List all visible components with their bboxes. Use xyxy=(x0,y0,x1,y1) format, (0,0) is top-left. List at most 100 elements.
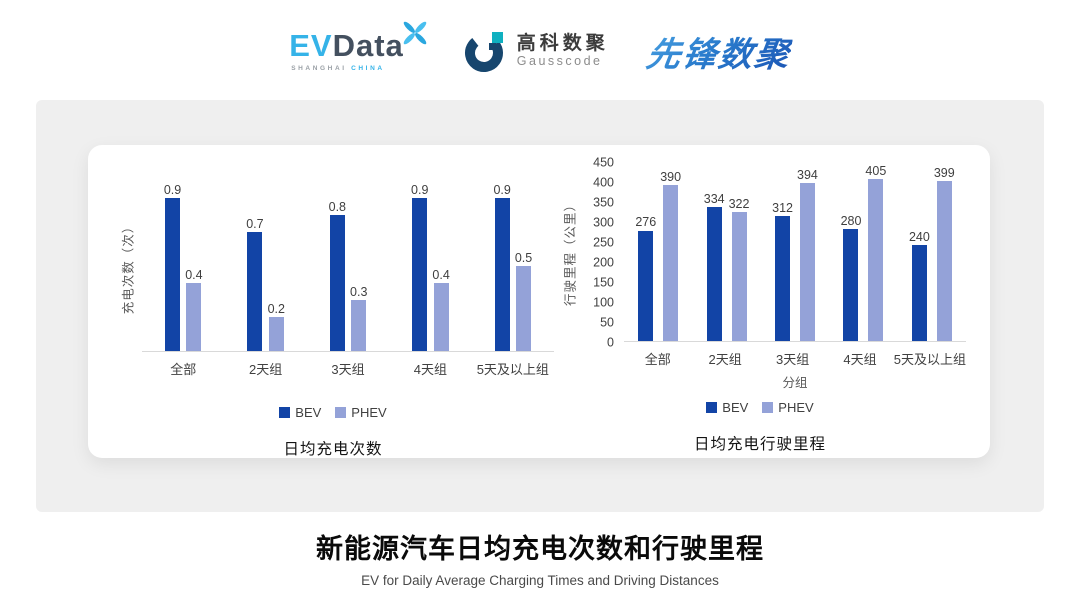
x-tick-label: 4天组 xyxy=(843,352,877,367)
y-tick-label: 50 xyxy=(600,314,614,329)
plot-area: 0.9 0.4 0.7 0.2 0.8 0.3 0.9 0.4 0.9 0.5 xyxy=(142,182,554,352)
bar-column: 0.4 xyxy=(432,267,450,351)
x-tick-label: 5天及以上组 xyxy=(893,352,966,367)
x-tick-label: 3天组 xyxy=(775,352,810,367)
bar xyxy=(731,212,747,341)
data-label: 0.9 xyxy=(493,182,511,197)
bar xyxy=(268,317,284,351)
x-tick-label: 2天组 xyxy=(248,362,283,377)
bar xyxy=(494,198,510,351)
data-label: 390 xyxy=(660,169,682,184)
bar xyxy=(638,230,654,341)
y-axis: 充电次数（次） xyxy=(112,182,142,352)
x-tick-label: 2天组 xyxy=(708,352,742,367)
bar xyxy=(799,183,815,341)
bar xyxy=(516,266,532,351)
chart-body: 行驶里程（公里） 0 50 100 150 200 250 300 350 400 450 276 39… xyxy=(554,156,966,348)
bar-group: 240 399 xyxy=(898,162,966,341)
data-label: 0.2 xyxy=(267,301,285,316)
data-label: 280 xyxy=(840,213,862,228)
data-label: 0.4 xyxy=(185,267,203,282)
bar-column: 0.8 xyxy=(329,200,346,351)
y-tick-label: 250 xyxy=(593,234,614,249)
evdata-shanghai-text: SHANGHAI xyxy=(291,65,347,72)
bar-column: 0.7 xyxy=(246,216,264,351)
legend: BEV PHEV xyxy=(554,400,966,415)
bar-column: 0.3 xyxy=(350,284,368,351)
evdata-logo: EVData SHANGHAI CHINA xyxy=(289,21,427,72)
bar-group: 0.8 0.3 xyxy=(307,182,389,351)
bar-column: 0.9 xyxy=(411,182,429,351)
data-label: 394 xyxy=(797,167,818,182)
x-axis-title-row: 分组 xyxy=(554,368,966,391)
x-axis-ticks: 全部 2天组 3天组 4天组 5天及以上组 xyxy=(112,352,554,378)
xianfeng-logo: 先锋数聚 xyxy=(643,27,794,76)
y-tick-label: 350 xyxy=(593,194,614,209)
y-axis-title: 充电次数（次） xyxy=(121,219,136,315)
y-tick-label: 200 xyxy=(593,254,614,269)
legend-label: PHEV xyxy=(778,400,814,415)
legend-item: PHEV xyxy=(762,400,814,415)
x-tick-label: 全部 xyxy=(170,362,197,377)
gausscode-g-icon xyxy=(464,32,503,72)
plot-area: 276 390 334 322 312 394 280 405 240 399 xyxy=(624,162,966,342)
evdata-subtitle: SHANGHAI CHINA xyxy=(289,65,384,72)
charts-card: 充电次数（次） 0.9 0.4 0.7 0.2 0.8 0.3 0.9 0.4 0.9 0.5 全部 2… xyxy=(88,145,990,458)
data-label: 334 xyxy=(703,191,725,206)
bar xyxy=(775,216,791,341)
y-tick-label: 0 xyxy=(607,334,614,349)
bar-column: 334 xyxy=(704,193,725,341)
bar-column: 0.4 xyxy=(185,267,203,351)
bar-column: 394 xyxy=(797,169,818,341)
evdata-wordmark: EVData xyxy=(289,21,427,63)
bar-column: 0.2 xyxy=(267,301,285,351)
bar-group: 0.7 0.2 xyxy=(224,182,306,351)
x-axis-spacer xyxy=(112,352,142,378)
data-label: 0.7 xyxy=(246,216,264,231)
bar xyxy=(351,300,367,351)
evdata-ev-text: EV xyxy=(289,28,333,63)
bar xyxy=(329,215,345,351)
bar-column: 0.9 xyxy=(163,182,182,351)
gausscode-en-text: Gausscode xyxy=(516,54,603,69)
data-label: 0.4 xyxy=(432,267,450,282)
data-label: 322 xyxy=(728,196,750,211)
data-label: 312 xyxy=(772,200,794,215)
gausscode-logo: 高科数聚 Gausscode xyxy=(464,29,609,73)
data-label: 0.3 xyxy=(350,284,368,299)
data-label: 405 xyxy=(865,163,887,178)
bar-column: 399 xyxy=(934,167,955,341)
bev-swatch-icon xyxy=(279,407,291,418)
chart-title: 日均充电行驶里程 xyxy=(693,436,826,453)
phev-swatch-icon xyxy=(762,402,774,413)
data-label: 399 xyxy=(933,165,955,180)
bar-column: 280 xyxy=(840,213,862,341)
x-axis-ticks: 全部 2天组 3天组 4天组 5天及以上组 xyxy=(554,342,966,368)
bar xyxy=(186,283,202,351)
bar-group: 276 390 xyxy=(624,162,692,341)
gausscode-wordmark: 高科数聚 Gausscode xyxy=(517,33,609,70)
bar xyxy=(911,245,927,341)
bar xyxy=(165,198,180,351)
data-label: 240 xyxy=(908,229,930,244)
y-axis-title: 行驶里程（公里） xyxy=(563,197,578,307)
y-axis-ticks: 0 50 100 150 200 250 300 350 400 450 xyxy=(584,156,616,348)
legend: BEV PHEV xyxy=(112,405,554,420)
data-label: 0.9 xyxy=(411,182,429,197)
y-tick-label: 100 xyxy=(593,294,614,309)
x-tick-label: 3天组 xyxy=(331,362,365,377)
data-label: 0.9 xyxy=(163,182,182,197)
data-label: 276 xyxy=(635,215,657,230)
bar-column: 390 xyxy=(660,169,682,341)
y-tick-label: 300 xyxy=(593,214,614,229)
phev-swatch-icon xyxy=(335,407,347,418)
page-subtitle: EV for Daily Average Charging Times and … xyxy=(361,573,719,588)
x-axis-spacer xyxy=(554,368,624,391)
legend-item: PHEV xyxy=(335,405,387,420)
legend-item: BEV xyxy=(279,405,321,420)
chart-daily-driving-distance: 行驶里程（公里） 0 50 100 150 200 250 300 350 400 450 276 39… xyxy=(554,145,966,458)
header-logos: EVData SHANGHAI CHINA xyxy=(0,20,1080,82)
bar-group: 334 322 xyxy=(692,162,760,341)
bar-column: 405 xyxy=(865,163,887,341)
